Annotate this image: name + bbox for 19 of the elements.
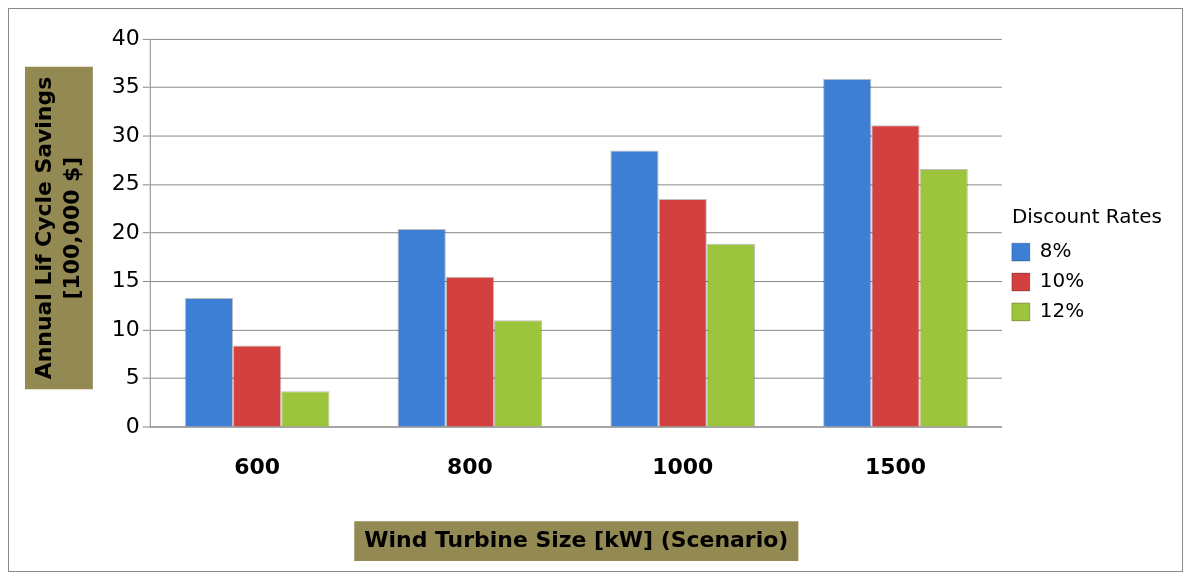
- x-tick-label: 800: [447, 453, 493, 479]
- x-axis-title: Wind Turbine Size [kW] (Scenario): [364, 526, 789, 552]
- x-tick-label: 1000: [652, 453, 714, 479]
- y-tick-label: 30: [111, 121, 140, 147]
- y-tick-label: 35: [111, 73, 140, 99]
- legend-title: Discount Rates: [1011, 204, 1162, 229]
- y-tick-label: 5: [125, 364, 140, 390]
- legend-label: 10%: [1039, 268, 1085, 293]
- x-tick-label: 1500: [864, 453, 927, 479]
- y-tick-label: 20: [111, 218, 140, 244]
- y-tick-label: 25: [111, 170, 140, 196]
- legend-label: 12%: [1039, 298, 1085, 323]
- y-tick-label: 15: [111, 267, 140, 293]
- y-tick-label: 10: [111, 315, 140, 341]
- y-tick-label: 40: [111, 24, 140, 50]
- legend-label: 8%: [1039, 238, 1072, 263]
- y-axis-title: Annual Lif Cycle Savings [100,000 $]: [30, 76, 84, 380]
- x-tick-label: 600: [234, 453, 281, 479]
- y-tick-label: 0: [125, 412, 140, 438]
